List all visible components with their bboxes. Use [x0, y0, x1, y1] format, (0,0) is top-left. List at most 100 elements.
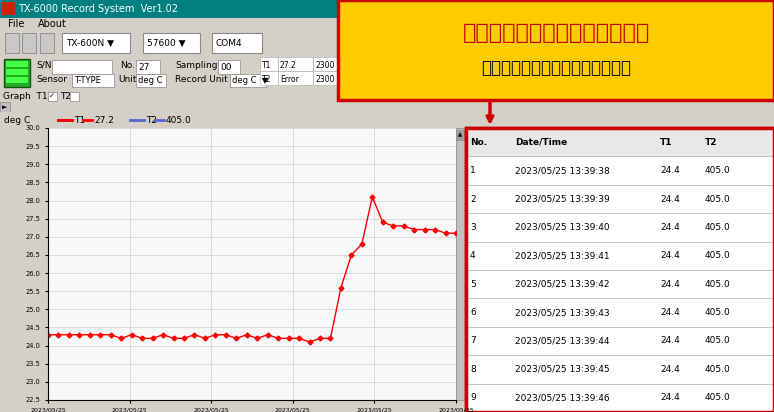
FancyBboxPatch shape — [376, 71, 404, 85]
Text: 2023/05/25 13:39:43: 2023/05/25 13:39:43 — [515, 308, 610, 317]
FancyBboxPatch shape — [439, 57, 474, 71]
Text: 2023/05/25 13:39:45: 2023/05/25 13:39:45 — [515, 365, 610, 374]
FancyBboxPatch shape — [5, 33, 19, 53]
FancyBboxPatch shape — [22, 33, 36, 53]
FancyBboxPatch shape — [48, 92, 57, 101]
FancyBboxPatch shape — [466, 185, 774, 213]
FancyBboxPatch shape — [143, 33, 200, 53]
FancyBboxPatch shape — [0, 30, 460, 56]
FancyBboxPatch shape — [348, 71, 376, 85]
Text: S/N: S/N — [36, 61, 52, 70]
Text: 2023/05/25 13:39:42: 2023/05/25 13:39:42 — [515, 280, 609, 289]
Text: 8: 8 — [470, 365, 476, 374]
Text: T2: T2 — [146, 115, 157, 124]
Text: 5: 5 — [470, 280, 476, 289]
Text: 3: 3 — [470, 223, 476, 232]
FancyBboxPatch shape — [313, 57, 348, 71]
Text: 2300: 2300 — [315, 75, 334, 84]
FancyBboxPatch shape — [0, 112, 460, 128]
Text: About: About — [38, 19, 67, 29]
FancyBboxPatch shape — [466, 384, 774, 412]
FancyBboxPatch shape — [6, 69, 28, 75]
Text: 405.0: 405.0 — [705, 280, 731, 289]
Text: T2: T2 — [262, 75, 272, 84]
FancyBboxPatch shape — [62, 33, 130, 53]
FancyBboxPatch shape — [4, 59, 30, 87]
Text: 405.0: 405.0 — [705, 393, 731, 402]
Text: T-TYPE: T-TYPE — [74, 75, 101, 84]
Text: 405.0: 405.0 — [166, 115, 192, 124]
Text: -22: -22 — [350, 75, 362, 84]
Text: リアルタイムで温度が表になる: リアルタイムで温度が表になる — [462, 23, 649, 43]
Text: 2: 2 — [470, 194, 476, 204]
Text: 405.0: 405.0 — [705, 365, 731, 374]
Text: 2023/05/25 13:39:41: 2023/05/25 13:39:41 — [515, 251, 610, 260]
FancyBboxPatch shape — [338, 0, 774, 100]
FancyBboxPatch shape — [136, 74, 166, 87]
FancyBboxPatch shape — [278, 57, 313, 71]
FancyBboxPatch shape — [466, 241, 774, 270]
FancyBboxPatch shape — [218, 60, 240, 74]
Text: 24.4: 24.4 — [660, 393, 680, 402]
Text: 2023/05/25 13:39:38: 2023/05/25 13:39:38 — [515, 166, 610, 175]
FancyBboxPatch shape — [466, 355, 774, 384]
Text: T1: T1 — [262, 61, 272, 70]
Text: 24.4: 24.4 — [660, 166, 680, 175]
Text: deg C: deg C — [138, 75, 163, 84]
Text: ✓: ✓ — [49, 93, 55, 99]
Text: 9: 9 — [470, 393, 476, 402]
FancyBboxPatch shape — [404, 71, 439, 85]
FancyBboxPatch shape — [456, 128, 465, 400]
Text: Record Unit: Record Unit — [175, 75, 228, 84]
Text: 405.0: 405.0 — [705, 194, 731, 204]
Text: 7: 7 — [470, 337, 476, 346]
Text: deg C  ▼: deg C ▼ — [232, 75, 269, 84]
Text: 0: 0 — [378, 61, 383, 70]
Text: 28.2: 28.2 — [406, 61, 423, 70]
Text: 2023/05/25 13:39:46: 2023/05/25 13:39:46 — [515, 393, 610, 402]
FancyBboxPatch shape — [466, 213, 774, 241]
Text: 6: 6 — [470, 308, 476, 317]
FancyBboxPatch shape — [278, 71, 313, 85]
FancyBboxPatch shape — [260, 57, 278, 71]
FancyBboxPatch shape — [313, 71, 348, 85]
FancyBboxPatch shape — [2, 2, 15, 15]
Text: deg C: deg C — [4, 115, 30, 124]
FancyBboxPatch shape — [6, 61, 28, 67]
Text: 24.4: 24.4 — [660, 223, 680, 232]
Text: No.: No. — [470, 138, 487, 147]
Text: 405.0: 405.0 — [441, 75, 463, 84]
Text: 24.4: 24.4 — [660, 365, 680, 374]
FancyBboxPatch shape — [52, 60, 112, 74]
Text: TX-6000 Record System  Ver1.02: TX-6000 Record System Ver1.02 — [18, 4, 178, 14]
Text: 405.0: 405.0 — [705, 166, 731, 175]
Text: No.: No. — [120, 61, 135, 70]
Text: 24.4: 24.4 — [660, 194, 680, 204]
Text: ►: ► — [2, 104, 8, 110]
Text: 2023/05/25 13:39:44: 2023/05/25 13:39:44 — [515, 337, 609, 346]
Text: 27: 27 — [138, 63, 149, 72]
FancyBboxPatch shape — [0, 90, 460, 102]
FancyBboxPatch shape — [136, 60, 160, 74]
FancyBboxPatch shape — [70, 92, 79, 101]
FancyBboxPatch shape — [466, 327, 774, 355]
Text: 405.0: 405.0 — [406, 75, 428, 84]
FancyBboxPatch shape — [6, 77, 28, 83]
Text: 27.2: 27.2 — [94, 115, 114, 124]
Text: 24.4: 24.4 — [660, 337, 680, 346]
Text: T2: T2 — [705, 138, 717, 147]
FancyBboxPatch shape — [212, 33, 262, 53]
FancyBboxPatch shape — [0, 56, 460, 90]
Text: 405.0: 405.0 — [705, 308, 731, 317]
Text: File: File — [8, 19, 24, 29]
FancyBboxPatch shape — [0, 102, 10, 112]
Text: 2300: 2300 — [315, 61, 334, 70]
FancyBboxPatch shape — [466, 128, 774, 412]
FancyBboxPatch shape — [40, 33, 54, 53]
FancyBboxPatch shape — [0, 18, 460, 31]
Text: 405.0: 405.0 — [705, 223, 731, 232]
Text: Date/Time: Date/Time — [515, 138, 567, 147]
FancyBboxPatch shape — [466, 298, 774, 327]
Text: 57600 ▼: 57600 ▼ — [147, 38, 186, 47]
Text: T2: T2 — [60, 91, 71, 101]
